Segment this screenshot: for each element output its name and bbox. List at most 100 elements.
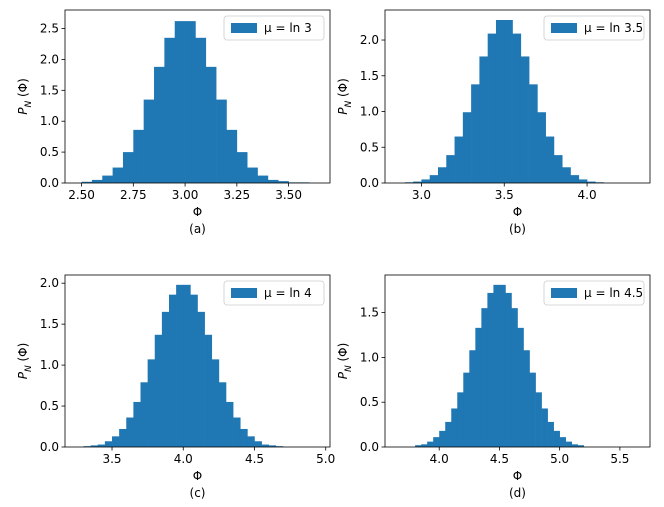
legend-swatch [551,23,577,33]
bar [195,37,207,183]
bar [547,421,554,447]
legend-swatch [551,288,577,298]
x-tick-label: 3.25 [223,188,250,202]
caption: (a) [189,222,206,236]
bar [183,284,191,447]
bar [427,441,434,447]
x-tick-label: 4.0 [430,452,449,466]
bar [161,311,170,447]
bar [421,444,428,447]
bar [90,445,99,447]
bar [233,417,241,447]
legend-box [223,280,325,306]
legend-label: μ = ln 4.5 [584,286,643,300]
bar [529,84,538,183]
bar [225,401,234,447]
bar [499,284,506,447]
legend: μ = ln 3.5 [543,15,645,41]
bar [218,382,227,447]
y-axis-label: PN (Φ) [16,343,34,380]
bar [247,436,255,447]
bar [104,441,113,447]
bar [240,428,248,447]
bar [520,56,530,183]
bar [176,284,184,447]
x-tick-label: 3.50 [275,188,302,202]
bar [119,428,127,447]
bar [133,401,141,447]
x-axis-label: Φ [193,205,202,219]
legend-label: μ = ln 4 [264,286,312,300]
y-tick-label: 0.5 [360,140,379,154]
legend: μ = ln 4.5 [543,280,645,306]
bar [122,152,134,183]
legend-box [223,15,325,41]
bar [164,37,176,183]
bar [254,441,262,447]
bar [553,430,560,447]
bar [487,292,494,447]
bar [140,382,148,447]
legend-swatch [231,23,257,33]
x-tick-label: 3.5 [495,188,514,202]
bar [446,155,455,183]
bar [565,441,573,447]
y-tick-label: 0.0 [40,176,59,190]
axes-frame [64,9,331,184]
x-tick-label: 5.0 [316,452,335,466]
bar [226,129,238,183]
bar [562,167,571,183]
y-tick-label: 0.5 [360,395,379,409]
bar [438,167,447,183]
x-axis-label: Φ [513,205,522,219]
y-axis-label: PN (Φ) [16,78,34,115]
bar [278,181,289,183]
y-tick-label: 1.5 [40,317,59,331]
y-tick-label: 2.0 [360,33,379,47]
bar [112,167,124,183]
bar [535,392,542,447]
bar [257,175,269,183]
bar [457,392,464,447]
y-tick-label: 0.0 [40,440,59,454]
bar [147,359,156,447]
bar [429,175,439,183]
legend-label: μ = ln 3.5 [584,21,643,35]
y-tick-label: 0.5 [40,145,59,159]
bar [475,327,482,447]
axes-frame [384,9,651,184]
bar [553,155,563,183]
bar [197,311,205,447]
bar [537,112,546,183]
bar [529,372,536,447]
bar [469,350,476,447]
bar [463,372,470,447]
bar [174,21,186,183]
legend-swatch [231,288,257,298]
subplot: 2.50 2.75 3.00 3.25 3.50 0.0 0.5 1.0 1.5 2.0 2.5 Φ (… [16,9,331,236]
bar [512,33,522,183]
bar [275,446,284,447]
legend-box [543,280,645,306]
x-tick-label: 5.0 [550,452,569,466]
bar [517,327,524,447]
bar [421,179,431,183]
bar [267,179,279,183]
x-tick-label: 4.0 [174,452,193,466]
x-tick-label: 4.0 [578,188,597,202]
bar [504,20,513,183]
bar [454,136,464,183]
y-axis-label: PN (Φ) [336,343,354,380]
caption: (b) [509,222,526,236]
bar [97,444,106,447]
bar [433,437,440,447]
bar [523,350,530,447]
bar [487,33,497,183]
bar [505,292,512,447]
caption: (c) [190,486,206,500]
bar [236,152,248,183]
bar [445,421,452,447]
y-tick-label: 1.5 [360,69,379,83]
x-axis-label: Φ [513,469,522,483]
